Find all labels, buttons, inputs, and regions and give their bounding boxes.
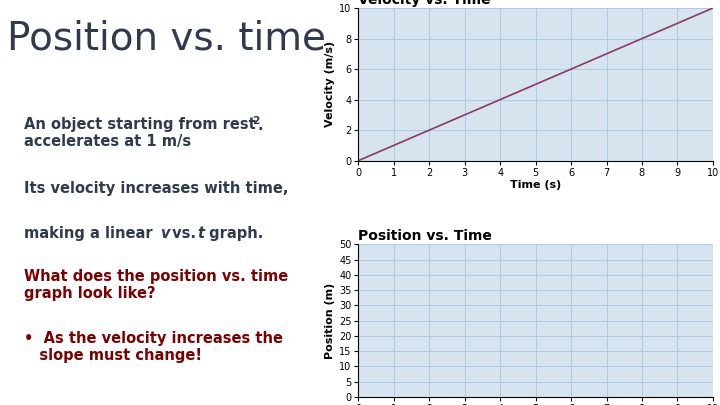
- Text: graph.: graph.: [204, 226, 263, 241]
- Text: .: .: [258, 118, 264, 133]
- Text: Velocity vs. Time: Velocity vs. Time: [359, 0, 491, 7]
- Y-axis label: Position (m): Position (m): [325, 283, 335, 359]
- X-axis label: Time (s): Time (s): [510, 180, 562, 190]
- Text: t: t: [198, 226, 205, 241]
- Text: What does the position vs. time
graph look like?: What does the position vs. time graph lo…: [24, 269, 288, 301]
- Text: vs.: vs.: [168, 226, 202, 241]
- Text: Its velocity increases with time,: Its velocity increases with time,: [24, 181, 289, 196]
- Text: •  As the velocity increases the
   slope must change!: • As the velocity increases the slope mu…: [24, 331, 283, 363]
- Text: Position vs. time: Position vs. time: [7, 20, 326, 58]
- Y-axis label: Velocity (m/s): Velocity (m/s): [325, 41, 335, 128]
- Text: Position vs. Time: Position vs. Time: [359, 229, 492, 243]
- Text: 2: 2: [253, 116, 260, 126]
- Text: An object starting from rest
accelerates at 1 m/s: An object starting from rest accelerates…: [24, 117, 256, 149]
- Text: v: v: [160, 226, 169, 241]
- Text: making a linear: making a linear: [24, 226, 158, 241]
